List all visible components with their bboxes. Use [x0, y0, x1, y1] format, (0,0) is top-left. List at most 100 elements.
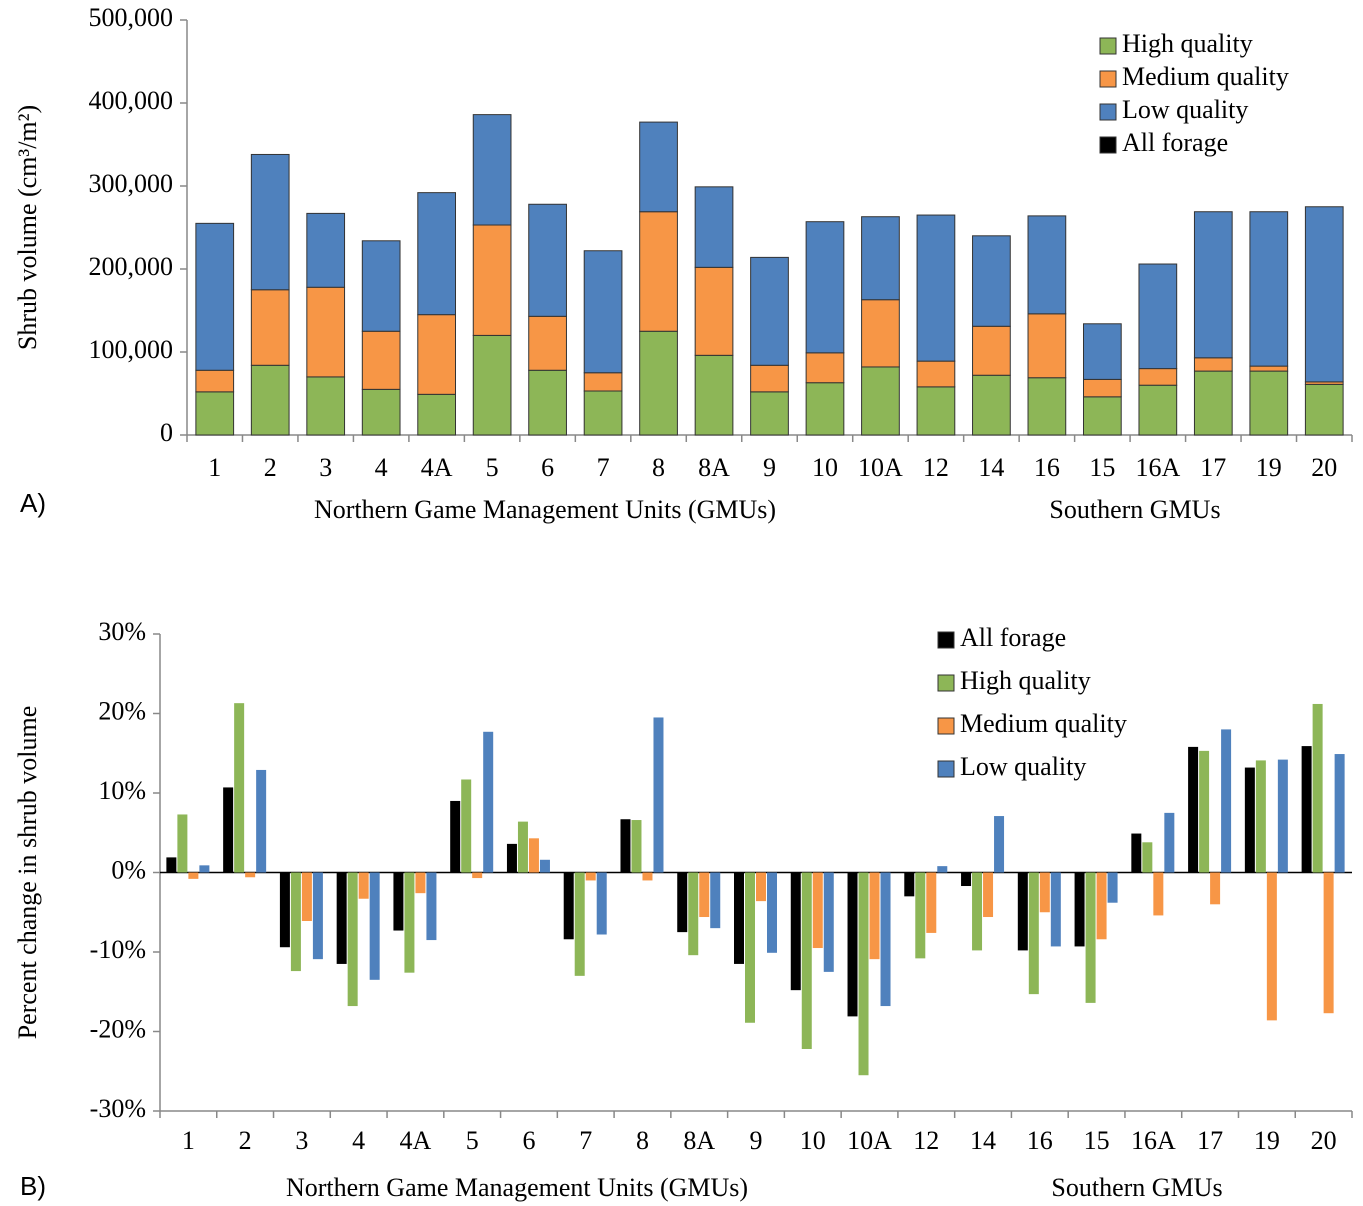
- bar-segment: [694, 186, 734, 268]
- bar-segment: [472, 114, 512, 226]
- bar-segment: [306, 376, 346, 436]
- bar: [880, 872, 891, 1007]
- bar: [734, 872, 744, 964]
- bar-segment: [639, 211, 678, 332]
- group-label: Southern GMUs: [1049, 495, 1220, 524]
- x-tick-label: 4: [352, 1126, 365, 1155]
- bar: [393, 872, 404, 931]
- x-tick-label: 9: [750, 1126, 763, 1155]
- panel-label: B): [20, 1171, 46, 1201]
- x-tick-label: 3: [319, 453, 332, 482]
- bar: [472, 872, 483, 879]
- bar: [1334, 754, 1345, 873]
- bar: [290, 872, 301, 972]
- x-tick-label: 10A: [858, 453, 903, 482]
- bar: [653, 717, 664, 873]
- y-tick-label: 400,000: [89, 86, 174, 115]
- bar: [336, 872, 347, 964]
- bar-segment: [1193, 370, 1233, 436]
- y-tick-label: 500,000: [89, 3, 174, 32]
- x-tick-label: 2: [264, 453, 277, 482]
- legend-swatch: [937, 631, 955, 649]
- legend-label: High quality: [1122, 29, 1253, 58]
- bar: [563, 872, 574, 940]
- bar: [279, 872, 290, 948]
- bar: [596, 872, 607, 935]
- bar: [256, 769, 267, 873]
- bar-segment: [972, 325, 1011, 376]
- x-tick-label: 5: [486, 453, 499, 482]
- legend-swatch: [1099, 70, 1117, 88]
- legend-label: Low quality: [1122, 95, 1248, 124]
- bar-segment: [250, 364, 290, 436]
- bar-segment: [361, 388, 401, 436]
- bar-segment: [528, 203, 567, 317]
- x-tick-label: 4: [375, 453, 388, 482]
- x-tick-label: 8: [652, 453, 665, 482]
- bar: [1312, 703, 1323, 873]
- bar: [677, 872, 688, 933]
- x-tick-label: 8A: [683, 1126, 715, 1155]
- x-tick-label: 17: [1197, 1126, 1223, 1155]
- bar: [506, 843, 517, 873]
- bar-segment: [361, 330, 401, 390]
- x-tick-label: 6: [522, 1126, 535, 1155]
- bar-segment: [639, 121, 678, 213]
- bar-segment: [1138, 368, 1178, 386]
- x-tick-label: 2: [239, 1126, 252, 1155]
- bar-segment: [195, 222, 235, 371]
- bar: [426, 872, 437, 941]
- panel-label: A): [20, 488, 46, 518]
- bar-segment: [1249, 365, 1289, 372]
- bar: [961, 872, 972, 887]
- y-tick-label: -10%: [90, 935, 146, 964]
- bar-segment: [250, 153, 290, 291]
- bar-segment: [583, 390, 623, 436]
- bar: [483, 731, 494, 873]
- legend-label: Low quality: [960, 752, 1086, 781]
- x-tick-label: 16: [1027, 1126, 1053, 1155]
- bar-segment: [417, 393, 457, 436]
- bar-segment: [1082, 396, 1122, 436]
- bar-segment: [861, 366, 900, 436]
- bar: [1050, 872, 1061, 947]
- bar: [972, 872, 983, 951]
- bar: [245, 872, 256, 878]
- bar: [199, 865, 210, 873]
- bar: [1301, 746, 1312, 873]
- bar: [983, 872, 994, 918]
- bar: [450, 800, 461, 873]
- x-tick-label: 7: [579, 1126, 592, 1155]
- bar: [812, 872, 823, 949]
- bar: [926, 872, 937, 933]
- bar: [301, 872, 312, 921]
- bar-segment: [306, 286, 346, 378]
- legend-swatch: [937, 674, 955, 692]
- y-tick-label: 20%: [98, 696, 146, 725]
- x-tick-label: 4A: [400, 1126, 432, 1155]
- bar-segment: [528, 369, 567, 436]
- bar: [915, 872, 926, 959]
- bar-segment: [805, 382, 845, 436]
- bar-segment: [861, 299, 900, 368]
- bar: [756, 872, 766, 902]
- bar-segment: [528, 315, 567, 371]
- y-tick-label: 0: [160, 418, 173, 447]
- bar-segment: [972, 235, 1011, 327]
- bar-segment: [972, 374, 1011, 436]
- bar: [404, 872, 415, 973]
- bar-segment: [1304, 383, 1344, 436]
- bar-segment: [1082, 378, 1122, 398]
- bar: [461, 779, 472, 873]
- bar: [1096, 872, 1107, 940]
- bar: [539, 859, 550, 873]
- bar: [585, 872, 596, 881]
- y-tick-label: -20%: [90, 1014, 146, 1043]
- bar: [1255, 760, 1266, 873]
- bar: [1028, 872, 1039, 995]
- bar-segment: [250, 289, 290, 366]
- y-tick-label: -30%: [90, 1094, 146, 1123]
- x-tick-label: 16: [1034, 453, 1060, 482]
- bar: [1017, 872, 1028, 951]
